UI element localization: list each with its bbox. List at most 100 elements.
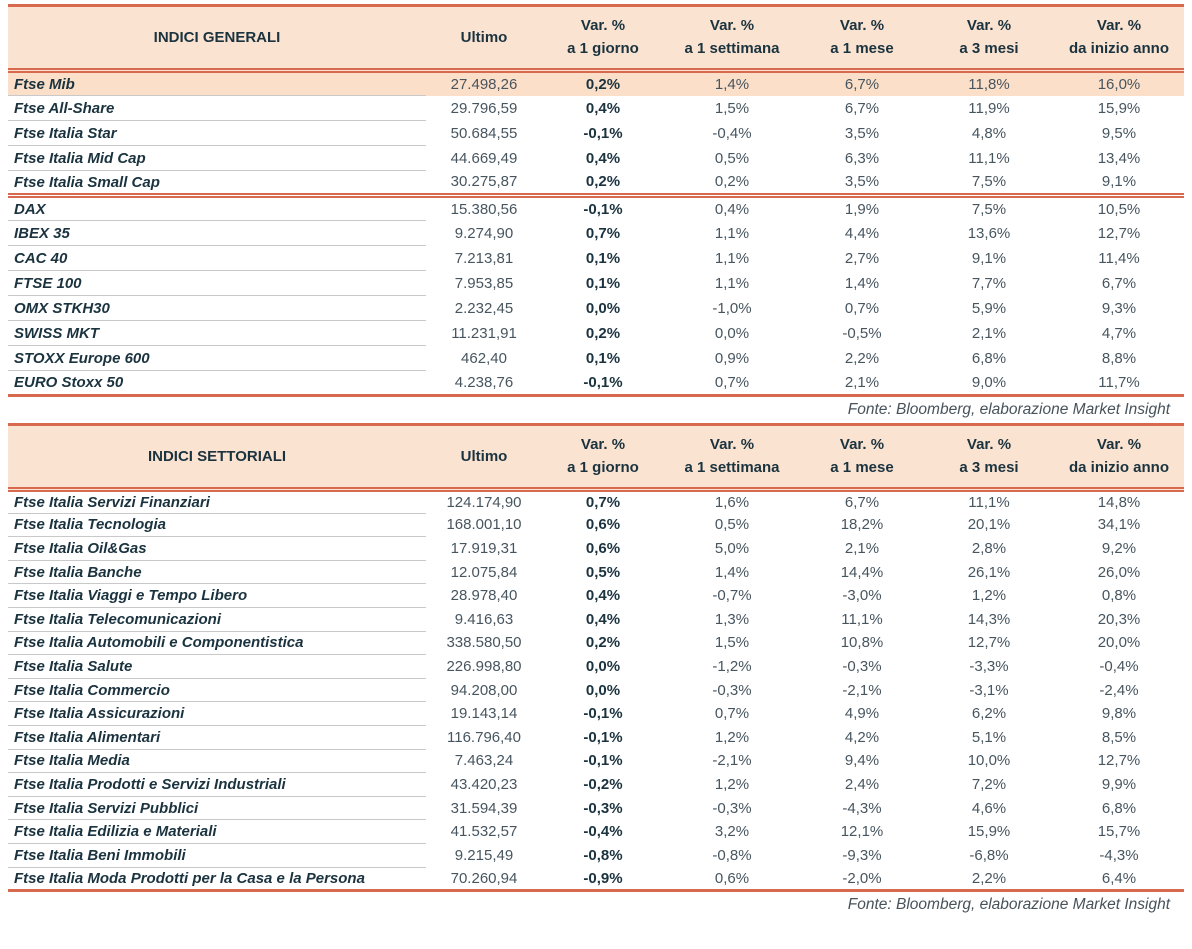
var-ytd-cell: 6,4% — [1101, 869, 1137, 887]
var-1w-cell: -0,4% — [712, 124, 752, 142]
var-1d-cell: 0,2% — [585, 634, 621, 652]
var-1m-cell: -3,0% — [842, 587, 882, 605]
var-1m-cell: 11,1% — [841, 610, 883, 628]
table-row: OMX STKH30 2.232,45 0,0% -1,0% 0,7% 5,9% 9,3% — [8, 295, 1184, 321]
indici-generali-table: INDICI GENERALI Ultimo Var. % a 1 giorno… — [8, 4, 1184, 397]
var-3m-cell: 6,2% — [971, 705, 1007, 723]
var-1w-cell: 0,0% — [714, 324, 750, 342]
index-name-cell: Ftse All-Share — [8, 95, 426, 121]
var-1d-cell: 0,0% — [585, 657, 621, 675]
table-body: Ftse Italia Servizi Finanziari 124.174,90… — [8, 489, 1184, 892]
var-1w-cell: 5,0% — [714, 539, 750, 557]
table-row: STOXX Europe 600 462,40 0,1% 0,9% 2,2% 6,8% 8,… — [8, 345, 1184, 371]
index-name-cell: Ftse Italia Telecomunicazioni — [8, 607, 426, 632]
index-name-cell: Ftse Italia Star — [8, 120, 426, 146]
col-header-line2: a 1 settimana — [684, 40, 780, 57]
var-1w-cell: 0,4% — [714, 200, 750, 218]
var-1w-cell: 3,2% — [714, 823, 750, 841]
var-1m-cell: -2,1% — [842, 681, 882, 699]
var-1m-cell: 1,4% — [844, 274, 880, 292]
index-name-cell: Ftse Italia Assicurazioni — [8, 701, 426, 726]
col-header-var-3m: Var. % a 3 mesi — [924, 424, 1054, 492]
ultimo-cell: 12.075,84 — [450, 563, 518, 581]
var-1w-cell: 1,6% — [714, 494, 750, 512]
ultimo-cell: 19.143,14 — [450, 705, 518, 723]
table-row: Ftse Italia Beni Immobili 9.215,49 -0,8% -0… — [8, 843, 1184, 868]
var-1w-cell: 0,7% — [714, 373, 750, 391]
var-ytd-cell: 9,8% — [1101, 705, 1137, 723]
var-1m-cell: -2,0% — [842, 869, 882, 887]
ultimo-cell: 41.532,57 — [450, 823, 518, 841]
ultimo-cell: 43.420,23 — [450, 775, 518, 793]
table-body: Ftse Mib 27.498,26 0,2% 1,4% 6,7% 11,8% 16,0% F… — [8, 70, 1184, 396]
index-name-cell: STOXX Europe 600 — [8, 345, 426, 371]
index-name-cell: Ftse Italia Small Cap — [8, 170, 426, 198]
var-3m-cell: 10,0% — [967, 752, 1011, 770]
var-3m-cell: 7,7% — [971, 274, 1007, 292]
index-name-cell: Ftse Italia Salute — [8, 654, 426, 679]
var-1w-cell: 0,5% — [714, 149, 750, 167]
var-1w-cell: 1,1% — [714, 224, 750, 242]
ultimo-cell: 226.998,80 — [446, 657, 522, 675]
table-row: Ftse Italia Automobili e Componentistica… — [8, 631, 1184, 656]
table-row: SWISS MKT 11.231,91 0,2% 0,0% -0,5% 2,1% 4,7% — [8, 320, 1184, 346]
ultimo-cell: 9.416,63 — [454, 610, 514, 628]
var-ytd-cell: 9,1% — [1054, 170, 1184, 198]
var-1w-cell: 1,5% — [714, 634, 750, 652]
var-1m-cell: 4,9% — [844, 705, 880, 723]
index-name-cell: Ftse Italia Servizi Finanziari — [8, 489, 426, 514]
var-ytd-cell: 20,3% — [1097, 610, 1141, 628]
var-1d-cell: 0,5% — [585, 563, 621, 581]
ultimo-cell: 168.001,10 — [446, 516, 522, 534]
report-page: INDICI GENERALI Ultimo Var. % a 1 giorno… — [8, 4, 1184, 913]
col-header-line1: Var. % — [580, 17, 626, 34]
var-3m-cell: 6,8% — [971, 349, 1007, 367]
var-3m-cell: 2,2% — [971, 869, 1007, 887]
var-ytd-cell: 14,8% — [1097, 494, 1141, 512]
var-1d-cell: -0,4% — [583, 823, 623, 841]
var-1d-cell: 0,1% — [585, 249, 621, 267]
ultimo-cell: 31.594,39 — [450, 799, 518, 817]
var-3m-cell: 1,2% — [971, 587, 1007, 605]
var-3m-cell: 14,3% — [967, 610, 1011, 628]
index-name-cell: Ftse Italia Edilizia e Materiali — [8, 819, 426, 844]
ultimo-cell: 27.498,26 — [426, 70, 542, 96]
col-header-line2: a 1 giorno — [567, 40, 639, 57]
var-1d-cell: 0,6% — [585, 539, 621, 557]
var-ytd-cell: 6,7% — [1101, 274, 1137, 292]
var-1m-cell: 2,1% — [844, 373, 880, 391]
source-note: Fonte: Bloomberg, elaborazione Market In… — [847, 401, 1170, 418]
var-1w-cell: 0,2% — [664, 170, 800, 198]
var-1w-cell: 1,1% — [714, 249, 750, 267]
indici-settoriali-table: INDICI SETTORIALI Ultimo Var. % a 1 gior… — [8, 423, 1184, 893]
var-1m-cell: 2,1% — [844, 539, 880, 557]
table-row: Ftse Italia Oil&Gas 17.919,31 0,6% 5,0% 2,1%… — [8, 536, 1184, 561]
var-1d-cell: 0,2% — [542, 170, 664, 198]
var-1d-cell: 0,4% — [585, 610, 621, 628]
col-header-var-1w: Var. % a 1 settimana — [664, 424, 800, 492]
table-row: Ftse Italia Salute 226.998,80 0,0% -1,2% -0,… — [8, 654, 1184, 679]
col-header-line2: da inizio anno — [1069, 40, 1169, 57]
table-row: Ftse Italia Viaggi e Tempo Libero 28.978,… — [8, 583, 1184, 608]
var-ytd-cell: 9,2% — [1101, 539, 1137, 557]
table-row: Ftse All-Share 29.796,59 0,4% 1,5% 6,7% 11,9%… — [8, 95, 1184, 121]
var-1m-cell: 9,4% — [844, 752, 880, 770]
var-1w-cell: 1,4% — [714, 563, 750, 581]
var-1w-cell: 0,7% — [714, 705, 750, 723]
var-ytd-cell: 34,1% — [1097, 516, 1141, 534]
col-header-line1: Var. % — [709, 436, 755, 453]
table-title: INDICI GENERALI — [8, 5, 426, 73]
table-row: FTSE 100 7.953,85 0,1% 1,1% 1,4% 7,7% 6,7% — [8, 270, 1184, 296]
table-row: Ftse Italia Edilizia e Materiali 41.532,5… — [8, 819, 1184, 844]
var-1m-cell: -9,3% — [842, 846, 882, 864]
col-header-var-ytd: Var. % da inizio anno — [1054, 5, 1184, 73]
var-1d-cell: 0,1% — [585, 274, 621, 292]
var-1m-cell: -4,3% — [842, 799, 882, 817]
ultimo-cell: 50.684,55 — [450, 124, 518, 142]
var-1w-cell: -0,3% — [712, 681, 752, 699]
var-1w-cell: -0,3% — [712, 799, 752, 817]
ultimo-cell: 338.580,50 — [446, 634, 522, 652]
var-1d-cell: -0,8% — [583, 846, 623, 864]
var-ytd-cell: 9,9% — [1101, 775, 1137, 793]
var-ytd-cell: 9,3% — [1101, 299, 1137, 317]
